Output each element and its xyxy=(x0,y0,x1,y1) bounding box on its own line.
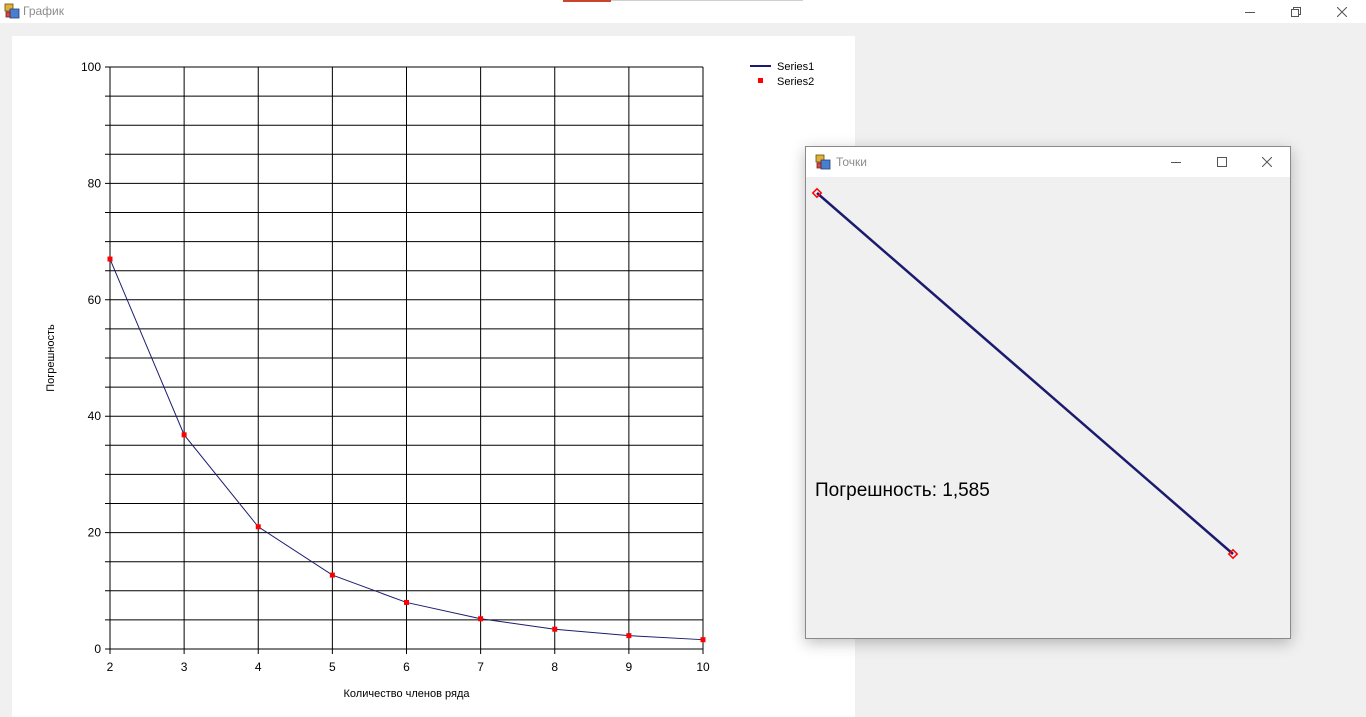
x-tick-label: 5 xyxy=(329,660,336,674)
app-icon xyxy=(4,3,20,19)
window-title: График xyxy=(23,4,64,18)
close-button[interactable] xyxy=(1319,0,1365,23)
dialog-title: Точки xyxy=(836,155,868,169)
main-title-bar: График xyxy=(0,0,1366,23)
y-tick-label: 60 xyxy=(88,293,102,307)
y-tick-label: 0 xyxy=(94,642,101,656)
legend: Series1 Series2 xyxy=(750,61,814,88)
grid xyxy=(105,66,704,654)
x-tick-label: 4 xyxy=(255,660,262,674)
series2-point xyxy=(181,432,187,438)
series2-point xyxy=(329,572,335,578)
x-tick-label: 7 xyxy=(477,660,484,674)
restore-button[interactable] xyxy=(1273,0,1319,23)
points-line xyxy=(816,192,1234,555)
x-tick-label: 2 xyxy=(107,660,114,674)
end-point xyxy=(1227,548,1239,560)
chart: 0 20 40 60 80 100 2 3 4 5 6 7 8 9 10 Количество членов… xyxy=(45,60,814,700)
series2-point xyxy=(404,599,409,605)
legend-series2-swatch xyxy=(758,78,763,83)
y-tick-label: 20 xyxy=(88,526,102,540)
points-canvas xyxy=(811,187,1239,560)
x-tick-label: 3 xyxy=(181,660,188,674)
maximize-icon xyxy=(1217,157,1227,167)
minimize-icon xyxy=(1245,11,1255,13)
y-axis-label: Погрешность xyxy=(45,324,57,392)
y-tick-label: 40 xyxy=(88,409,102,423)
legend-series1-label: Series1 xyxy=(777,61,814,73)
x-tick-label: 9 xyxy=(626,660,633,674)
y-tick-label: 80 xyxy=(88,176,102,190)
series2-point xyxy=(255,524,261,530)
y-tick-label: 100 xyxy=(81,60,101,74)
minimize-icon xyxy=(1171,162,1181,163)
close-icon xyxy=(1337,6,1347,17)
tab-accent-bar xyxy=(563,0,611,2)
x-tick-label: 8 xyxy=(551,660,558,674)
dialog-minimize-button[interactable] xyxy=(1153,147,1199,177)
tab-divider xyxy=(611,0,803,1)
legend-series2-label: Series2 xyxy=(777,76,814,88)
close-icon xyxy=(1262,157,1272,167)
dialog-close-button[interactable] xyxy=(1244,147,1290,177)
x-tick-label: 10 xyxy=(696,660,710,674)
series2-point xyxy=(107,256,113,262)
dialog-maximize-button[interactable] xyxy=(1199,147,1245,177)
restore-icon xyxy=(1291,6,1301,17)
series2-point xyxy=(552,626,558,632)
x-tick-label: 6 xyxy=(403,660,410,674)
series2-point xyxy=(700,637,706,643)
series2-point xyxy=(626,633,632,639)
dialog-title-bar: Точки xyxy=(806,147,1290,177)
chart-panel: 0 20 40 60 80 100 2 3 4 5 6 7 8 9 10 Количество членов… xyxy=(12,36,855,717)
series2-point xyxy=(478,616,484,622)
minimize-button[interactable] xyxy=(1227,0,1273,23)
points-dialog: Точки Погрешность: 1,585 xyxy=(805,146,1291,639)
axis-ticks: 0 20 40 60 80 100 2 3 4 5 6 7 8 9 10 xyxy=(81,60,710,674)
error-label: Погрешность: 1,585 xyxy=(815,480,990,501)
x-axis-label: Количество членов ряда xyxy=(344,688,471,700)
dialog-app-icon xyxy=(815,154,831,170)
start-point xyxy=(811,187,823,199)
series xyxy=(107,256,706,643)
